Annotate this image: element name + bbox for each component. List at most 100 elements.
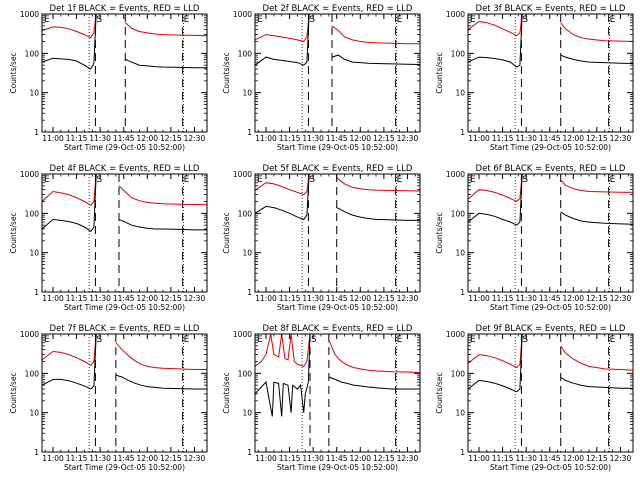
y-tick-label: 1000 <box>446 330 465 339</box>
marker-s-label: S <box>96 335 102 345</box>
lld-line-post <box>328 339 421 373</box>
x-tick-label: 11:15 <box>492 294 514 303</box>
marker-e-label: E <box>184 15 190 25</box>
y-tick-label: 100 <box>25 209 40 218</box>
x-tick-label: 11:00 <box>468 294 490 303</box>
y-tick-label: 10 <box>29 89 39 98</box>
x-tick-label: 11:30 <box>89 134 111 143</box>
panel-7: Det 7f BLACK = Events, RED = LLD 1 10 100 10… <box>9 324 208 472</box>
panel-5: Det 5f BLACK = Events, RED = LLD 1 10 100 10… <box>222 164 421 312</box>
marker-e-start-label: E <box>257 15 263 25</box>
panel-4: Det 4f BLACK = Events, RED = LLD 1 10 100 10… <box>9 164 208 312</box>
marker-e-label: E <box>610 335 616 345</box>
x-tick-label: 11:15 <box>66 454 88 463</box>
x-tick-label: 12:15 <box>160 454 182 463</box>
y-tick-label: 1000 <box>233 10 252 19</box>
x-tick-label: 11:30 <box>515 134 537 143</box>
y-tick-label: 1 <box>460 128 465 137</box>
lld-line-post <box>124 22 208 37</box>
x-tick-label: 11:00 <box>255 134 277 143</box>
y-axis-label: Counts/sec <box>222 52 231 93</box>
x-tick-label: 12:30 <box>610 454 632 463</box>
panel-1: Det 1f BLACK = Events, RED = LLD 1 10 100 10… <box>9 4 208 152</box>
x-tick-label: 11:00 <box>42 134 64 143</box>
lld-line-post <box>560 179 634 193</box>
events-line-post <box>115 374 207 390</box>
plot-frame <box>254 173 421 293</box>
x-tick-label: 11:30 <box>89 294 111 303</box>
y-axis-label: Counts/sec <box>222 372 231 413</box>
events-line-post <box>118 218 207 231</box>
plot-frame <box>41 13 208 133</box>
x-tick-label: 12:00 <box>136 134 158 143</box>
x-tick-label: 11:00 <box>255 454 277 463</box>
x-tick-label: 12:30 <box>397 454 419 463</box>
x-tick-label: 11:30 <box>515 454 537 463</box>
x-tick-label: 12:00 <box>562 294 584 303</box>
x-axis-label: Start Time (29-Oct-05 10:52:00) <box>277 143 398 152</box>
x-tick-label: 12:15 <box>586 294 608 303</box>
y-tick-label: 10 <box>242 409 252 418</box>
plot-frame <box>41 173 208 293</box>
y-tick-label: 1 <box>34 448 39 457</box>
events-line-pre <box>41 13 97 70</box>
events-line-post <box>560 376 633 389</box>
marker-s-label: S <box>309 15 315 25</box>
x-tick-label: 12:00 <box>349 134 371 143</box>
marker-s-label: S <box>522 335 528 345</box>
marker-e-start-label: E <box>44 175 50 185</box>
plot-frame <box>467 173 634 293</box>
plot-frame <box>467 13 634 133</box>
x-tick-label: 11:00 <box>468 134 490 143</box>
y-tick-label: 100 <box>451 369 466 378</box>
x-tick-label: 11:15 <box>279 134 301 143</box>
y-tick-label: 1 <box>247 448 252 457</box>
plot-frame <box>467 333 634 453</box>
marker-e-label: E <box>184 335 190 345</box>
x-tick-label: 12:15 <box>373 294 395 303</box>
events-line-post <box>331 54 421 65</box>
plot-frame <box>254 333 421 453</box>
x-tick-label: 11:30 <box>302 294 324 303</box>
x-tick-label: 11:45 <box>326 454 348 463</box>
marker-e-start-label: E <box>470 175 476 185</box>
lld-line-pre <box>41 173 97 206</box>
x-tick-label: 11:15 <box>279 454 301 463</box>
events-line-pre <box>467 13 523 68</box>
y-tick-label: 100 <box>25 49 40 58</box>
marker-e-start-label: E <box>44 335 50 345</box>
y-tick-label: 10 <box>455 249 465 258</box>
panel-title: Det 1f BLACK = Events, RED = LLD <box>50 4 200 14</box>
y-tick-label: 1000 <box>20 10 39 19</box>
panel-title: Det 5f BLACK = Events, RED = LLD <box>263 164 413 174</box>
events-line-pre <box>254 173 310 220</box>
y-axis-label: Counts/sec <box>9 212 18 253</box>
x-tick-label: 11:45 <box>113 454 135 463</box>
x-tick-label: 11:45 <box>113 134 135 143</box>
x-tick-label: 12:00 <box>562 134 584 143</box>
lld-line-post <box>560 345 634 371</box>
lld-line-post <box>115 342 207 370</box>
y-tick-label: 10 <box>242 89 252 98</box>
x-axis-label: Start Time (29-Oct-05 10:52:00) <box>277 463 398 472</box>
y-axis-label: Counts/sec <box>435 212 444 253</box>
lld-line-pre <box>467 13 523 37</box>
x-tick-label: 11:45 <box>539 134 561 143</box>
x-tick-label: 12:15 <box>373 454 395 463</box>
marker-e-label: E <box>610 175 616 185</box>
marker-s-label: S <box>522 175 528 185</box>
lld-line-post <box>336 177 421 192</box>
x-axis-label: Start Time (29-Oct-05 10:52:00) <box>490 303 611 312</box>
y-tick-label: 1000 <box>446 10 465 19</box>
y-tick-label: 1 <box>247 288 252 297</box>
x-tick-label: 12:30 <box>610 294 632 303</box>
y-tick-label: 1000 <box>446 170 465 179</box>
x-tick-label: 11:45 <box>326 134 348 143</box>
marker-e-label: E <box>610 15 616 25</box>
y-tick-label: 1000 <box>233 330 252 339</box>
x-axis-label: Start Time (29-Oct-05 10:52:00) <box>490 143 611 152</box>
y-tick-label: 1000 <box>233 170 252 179</box>
panel-6: Det 6f BLACK = Events, RED = LLD 1 10 100 10… <box>435 164 634 312</box>
y-tick-label: 100 <box>451 209 466 218</box>
x-tick-label: 12:15 <box>586 134 608 143</box>
